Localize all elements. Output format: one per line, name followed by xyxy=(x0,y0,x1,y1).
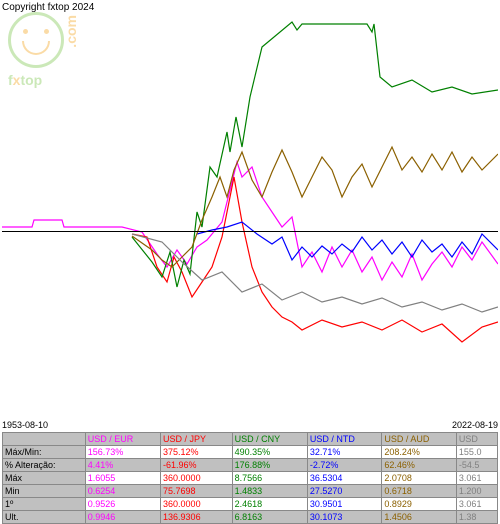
table-cell: 2.0708 xyxy=(382,472,457,485)
series-USD/JPY xyxy=(132,177,498,342)
table-cell: 0.9946 xyxy=(85,511,160,524)
data-table: USD / EURUSD / JPYUSD / CNYUSD / NTDUSD … xyxy=(2,432,498,524)
row-label: % Alteração: xyxy=(3,459,86,472)
table-cell: 0.8929 xyxy=(382,498,457,511)
x-axis-start: 1953-08-10 xyxy=(2,420,48,430)
table-cell: -61.96% xyxy=(161,459,233,472)
table-cell: 62.46% xyxy=(382,459,457,472)
table-cell: 30.1073 xyxy=(307,511,382,524)
series-USD/NTD xyxy=(197,222,498,260)
table-cell: 0.6254 xyxy=(85,485,160,498)
table-cell: 490.35% xyxy=(232,446,307,459)
table-cell: 1.6055 xyxy=(85,472,160,485)
table-cell: 3.061 xyxy=(456,498,497,511)
table-corner xyxy=(3,433,86,446)
table-cell: 176.88% xyxy=(232,459,307,472)
table-cell: 1.38 xyxy=(456,511,497,524)
col-header: USD / CNY xyxy=(232,433,307,446)
table-cell: 375.12% xyxy=(161,446,233,459)
row-label: Ult. xyxy=(3,511,86,524)
row-label: Min xyxy=(3,485,86,498)
series-USD/AUD xyxy=(132,147,498,267)
col-header: USD / JPY xyxy=(161,433,233,446)
table-cell: 0.9526 xyxy=(85,498,160,511)
table-cell: 32.71% xyxy=(307,446,382,459)
x-axis-end: 2022-08-19 xyxy=(452,420,498,430)
row-label: Máx xyxy=(3,472,86,485)
table-cell: 136.9306 xyxy=(161,511,233,524)
table-cell: -54.5 xyxy=(456,459,497,472)
table-cell: 0.6718 xyxy=(382,485,457,498)
table-cell: 3.061 xyxy=(456,472,497,485)
row-label: Máx/Min: xyxy=(3,446,86,459)
table-cell: 8.7566 xyxy=(232,472,307,485)
table-cell: -2.72% xyxy=(307,459,382,472)
table-cell: 360.0000 xyxy=(161,498,233,511)
currency-chart xyxy=(2,2,498,420)
table-cell: 360.0000 xyxy=(161,472,233,485)
table-cell: 155.0 xyxy=(456,446,497,459)
table-cell: 27.5270 xyxy=(307,485,382,498)
table-cell: 36.5304 xyxy=(307,472,382,485)
table-cell: 6.8163 xyxy=(232,511,307,524)
col-header: USD / NTD xyxy=(307,433,382,446)
table-cell: 1.4833 xyxy=(232,485,307,498)
table-cell: 4.41% xyxy=(85,459,160,472)
table-cell: 30.9501 xyxy=(307,498,382,511)
col-header: USD / AUD xyxy=(382,433,457,446)
series-USD/CNY xyxy=(132,22,498,287)
table-cell: 2.4618 xyxy=(232,498,307,511)
table-cell: 156.73% xyxy=(85,446,160,459)
table-cell: 1.200 xyxy=(456,485,497,498)
chart-baseline xyxy=(2,231,498,232)
col-header: USD xyxy=(456,433,497,446)
row-label: 1º xyxy=(3,498,86,511)
table-cell: 208.24% xyxy=(382,446,457,459)
series-USD/EUR xyxy=(2,162,498,280)
table-cell: 1.4506 xyxy=(382,511,457,524)
col-header: USD / EUR xyxy=(85,433,160,446)
table-cell: 75.7698 xyxy=(161,485,233,498)
